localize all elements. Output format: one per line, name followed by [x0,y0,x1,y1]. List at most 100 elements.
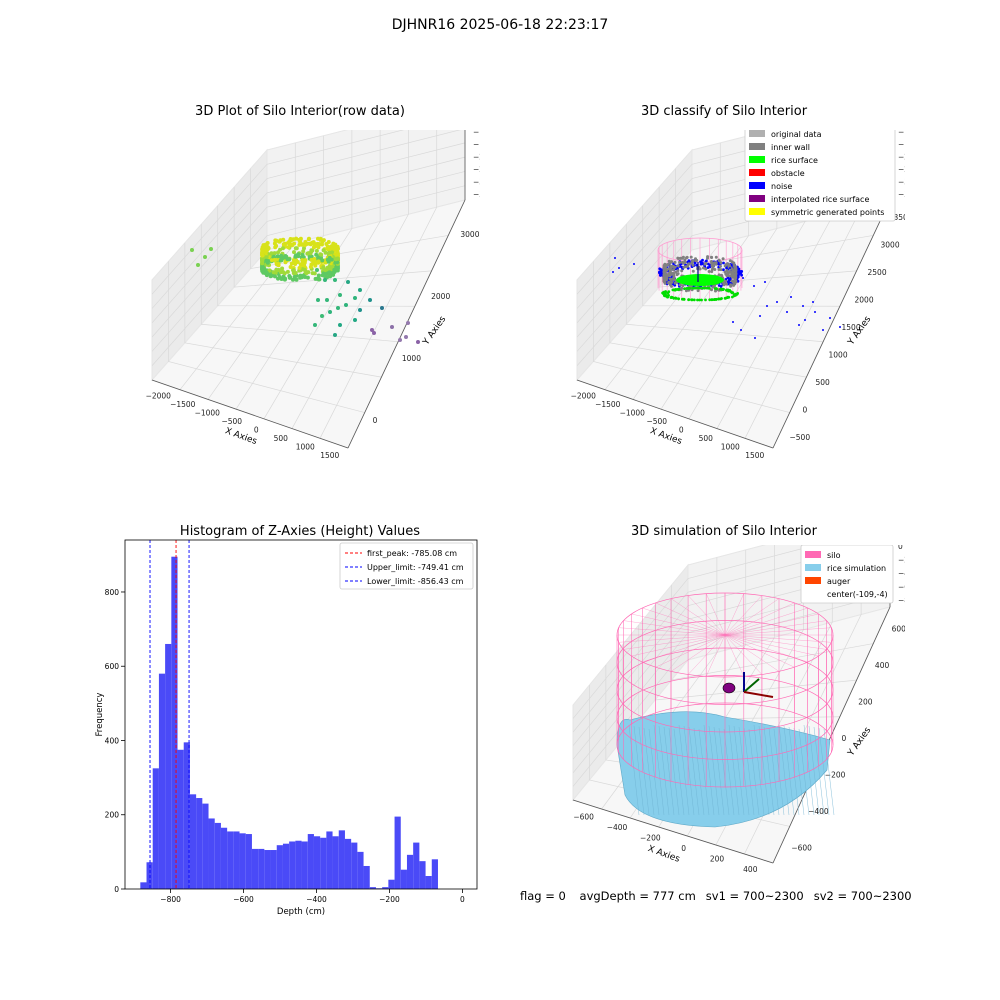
plot1-point [260,253,265,258]
plot2-rice-point [708,298,712,302]
avg-depth-text: avgDepth = 777 cm [579,889,696,903]
plot1-point [311,241,316,246]
plot1-point [333,278,337,282]
plot2-xtick-label: −2000 [571,391,597,400]
plot4-rice-mesh [638,726,650,816]
plot2-rice-point [672,288,676,292]
plot4-silo-roof-wire [623,634,726,650]
plot1-point [297,266,302,270]
plot4-xlabel: X Axies [646,844,681,865]
plot2-gridline [604,142,721,390]
plot2-noise-point [754,337,756,339]
histogram-bars [140,556,438,889]
plot1-point [299,241,304,246]
plot1-point [327,270,332,275]
histogram-frame [124,539,478,890]
plot1-point [416,340,420,344]
plot2-legend-label: inner wall [771,143,810,152]
plot2-xtick-label: 0 [679,425,684,434]
plot2-noise-point [737,272,740,276]
plot4-silo-roof-wire [724,607,808,636]
plot1-point [308,264,313,269]
plot1-point [301,259,306,263]
plot2-xtick-label: −1000 [620,408,646,417]
histogram-legend-frame [339,542,474,590]
plot2-points [612,237,841,339]
histogram-bar [227,831,234,889]
plot2-legend-swatch [749,208,765,215]
plot2-title: 3D classify of Silo Interior [640,104,808,119]
plot2-legend-label: noise [771,182,792,191]
plot4-rice-mesh [723,728,735,816]
plot4-rice-mesh [788,726,800,816]
plot2-noise-point [786,311,788,313]
plot1-point [279,253,284,258]
plot1-point [316,259,321,264]
plot2-wall-point [730,260,734,264]
plot1-point [267,268,272,273]
plot2-legend-label: symmetric generated points [771,208,884,217]
plot1-point [294,246,299,251]
plot4-x-axis-line [572,799,774,864]
plot2-ytick-label: 2500 [868,268,887,277]
plot2-wall-point [672,268,675,272]
plot2-ytick-label: 500 [816,378,831,387]
plot2-wall-point [713,268,717,271]
plot4-rice-mesh [748,728,760,816]
plot2-wall-point [667,267,671,271]
plot4-rice-mesh [643,727,655,816]
plot1-point [293,254,298,259]
plot1-point [302,246,306,251]
plot2-wall-point [710,264,714,268]
plot1-point [298,262,303,267]
plot1-point [278,270,283,275]
plot1-point [278,258,283,263]
plot2-noise-point [633,263,635,265]
plot4-rice-mesh [648,728,660,816]
plot2-rice-point [722,287,725,291]
sv1-text: sv1 = 700~2300 [705,889,804,903]
plot2-rice-point [698,286,702,290]
plot2-legend-label: interpolated rice surface [771,195,869,204]
plot1-x-axis-line [151,379,349,449]
plot1-point [281,246,285,251]
plot2-ytick-label: 0 [803,406,808,415]
plot1-point [287,274,292,278]
plot2-wall-point [727,264,731,268]
plot2-y-axis-line [772,199,891,449]
plot2-noise-point [699,260,702,264]
plot1-gridline [319,130,438,439]
plot2-rice-point [692,298,696,302]
plot1-point [274,262,279,267]
plot2-noise-point [764,281,766,283]
plot2-wall-point [668,283,672,287]
plot2-wall-point [714,289,717,293]
plot2-wall-point [723,264,727,268]
plot2-wall-point [696,289,700,293]
plot2-wall-point [671,271,675,275]
plot1-point [296,252,301,257]
plot4-rice-mesh [688,726,700,816]
histogram-xlabel: Depth (cm) [277,907,325,917]
plot2-legend-swatch [749,195,765,202]
plot2-noise-point [722,268,725,272]
plot2-wall-point [662,272,666,276]
plot1-point [313,276,318,281]
plot2-wall-point [730,279,734,283]
plot1-gridline [217,205,415,307]
histogram-bar [400,869,407,889]
plot1-point [288,265,293,269]
plot1-point [264,255,269,260]
plot2-wall-point [685,255,689,259]
plot1-point [196,263,200,267]
plot1-point [336,306,340,310]
plot4-silo-roof-wire [724,627,832,636]
histogram-bar [276,845,283,889]
plot2-noise-point [658,273,662,277]
plot2-wall-point [667,274,671,277]
plot2-wall-point [678,283,682,287]
plot1-point [317,242,322,247]
plot2-ytick-label: −500 [790,433,811,442]
plot4-xtick-label: −400 [607,823,628,832]
plot2-xtick-label: 500 [699,434,714,443]
